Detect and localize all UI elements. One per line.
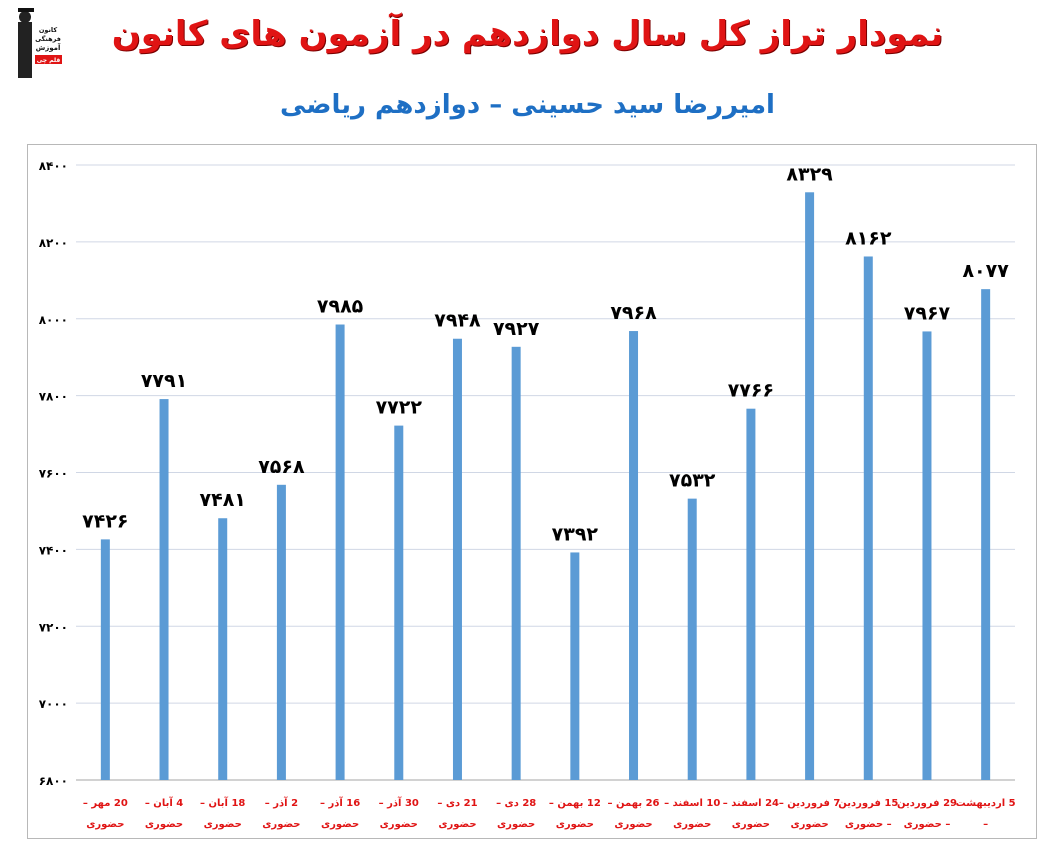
y-tick-label: ۸۰۰۰ [39, 313, 68, 327]
data-label: ۷۹۸۵ [317, 296, 364, 318]
logo-line: قلم چی [37, 57, 61, 64]
bar [394, 425, 404, 780]
data-label: ۷۵۳۲ [669, 470, 716, 492]
x-tick-label: حضوری [556, 819, 594, 830]
data-label: ۷۳۹۲ [552, 523, 599, 545]
x-tick-label: حضوری [321, 819, 359, 830]
chart-subtitle: امیررضا سید حسینی – دوازدهم ریاضی [280, 90, 775, 120]
x-tick-label: 5 اردیبهشت [956, 798, 1016, 809]
bar [159, 399, 169, 780]
bar [100, 539, 110, 780]
x-tick-label: 2 آذر – [265, 796, 298, 809]
y-tick-label: ۸۲۰۰ [39, 236, 68, 250]
data-label: ۸۰۷۷ [962, 260, 1009, 282]
bar [863, 256, 873, 780]
bar [218, 518, 228, 780]
y-tick-label: ۸۴۰۰ [39, 159, 68, 173]
data-label: ۸۳۲۹ [786, 163, 833, 185]
logo-figure [18, 22, 32, 78]
x-tick-label: حضوری [86, 819, 124, 830]
y-tick-label: ۷۲۰۰ [39, 620, 68, 634]
x-tick-label: 16 آذر – [320, 796, 360, 809]
x-tick-label: حضوری [497, 819, 535, 830]
data-label: ۷۵۶۸ [258, 456, 305, 478]
y-tick-label: ۷۰۰۰ [39, 697, 68, 711]
chart-title: نمودار تراز کل سال دوازدهم در آزمون های … [111, 14, 944, 54]
data-label: ۷۴۲۶ [82, 510, 128, 532]
x-tick-label: – [983, 819, 988, 830]
bar [746, 408, 756, 780]
x-tick-label: 7 فروردین – [779, 798, 841, 809]
kanoon-logo: کانون فرهنگی آموزش قلم چی [18, 8, 64, 78]
x-tick-label: 24 اسفند – [723, 798, 779, 809]
data-label: ۷۷۲۲ [376, 397, 423, 419]
bar [805, 192, 815, 780]
y-tick-label: ۶۸۰۰ [39, 774, 68, 788]
data-label: ۷۹۲۷ [493, 318, 540, 340]
x-tick-label: – حضوری [904, 819, 951, 830]
logo-line: کانون [39, 26, 58, 34]
x-tick-label: حضوری [438, 819, 476, 830]
data-label: ۸۱۶۲ [845, 227, 892, 249]
x-tick-label: حضوری [732, 819, 770, 830]
data-label: ۷۷۹۱ [141, 370, 187, 392]
x-tick-label: 18 آبان – [200, 796, 245, 809]
bar [276, 484, 286, 780]
x-tick-label: 4 آبان – [145, 796, 183, 809]
x-tick-label: 28 دی – [496, 798, 536, 809]
bar [629, 331, 639, 780]
data-label: ۷۷۶۶ [728, 380, 774, 402]
data-label: ۷۹۴۸ [434, 310, 481, 332]
x-tick-label: 29 فروردین [897, 798, 957, 809]
bar [981, 289, 991, 780]
x-tick-label: حضوری [380, 819, 418, 830]
x-tick-label: – حضوری [845, 819, 892, 830]
data-label: ۷۴۸۱ [200, 489, 246, 511]
logo-line: فرهنگی [35, 35, 61, 43]
x-tick-label: 12 بهمن – [549, 798, 601, 809]
x-tick-label: حضوری [262, 819, 300, 830]
bar [570, 552, 580, 780]
y-tick-label: ۷۶۰۰ [39, 467, 68, 481]
x-tick-label: 26 بهمن – [608, 798, 660, 809]
y-tick-label: ۷۴۰۰ [39, 543, 68, 557]
x-tick-label: 20 مهر – [83, 798, 128, 809]
logo-line: آموزش [36, 43, 61, 52]
x-tick-label: حضوری [790, 819, 828, 830]
x-tick-label: 15 فروردین [838, 798, 898, 809]
x-tick-label: 21 دی – [437, 798, 477, 809]
bar [452, 338, 462, 780]
x-tick-label: 10 اسفند – [664, 798, 720, 809]
bar [687, 498, 697, 780]
bar [511, 346, 521, 780]
data-label: ۷۹۶۷ [904, 302, 951, 324]
chart-frame [27, 144, 1037, 839]
x-tick-label: 30 آذر – [379, 796, 419, 809]
x-tick-label: حضوری [204, 819, 242, 830]
x-tick-label: حضوری [145, 819, 183, 830]
x-tick-label: حضوری [614, 819, 652, 830]
bar [922, 331, 932, 780]
data-label: ۷۹۶۸ [610, 302, 657, 324]
bar [335, 324, 345, 780]
y-tick-label: ۷۸۰۰ [39, 390, 68, 404]
x-tick-label: حضوری [673, 819, 711, 830]
